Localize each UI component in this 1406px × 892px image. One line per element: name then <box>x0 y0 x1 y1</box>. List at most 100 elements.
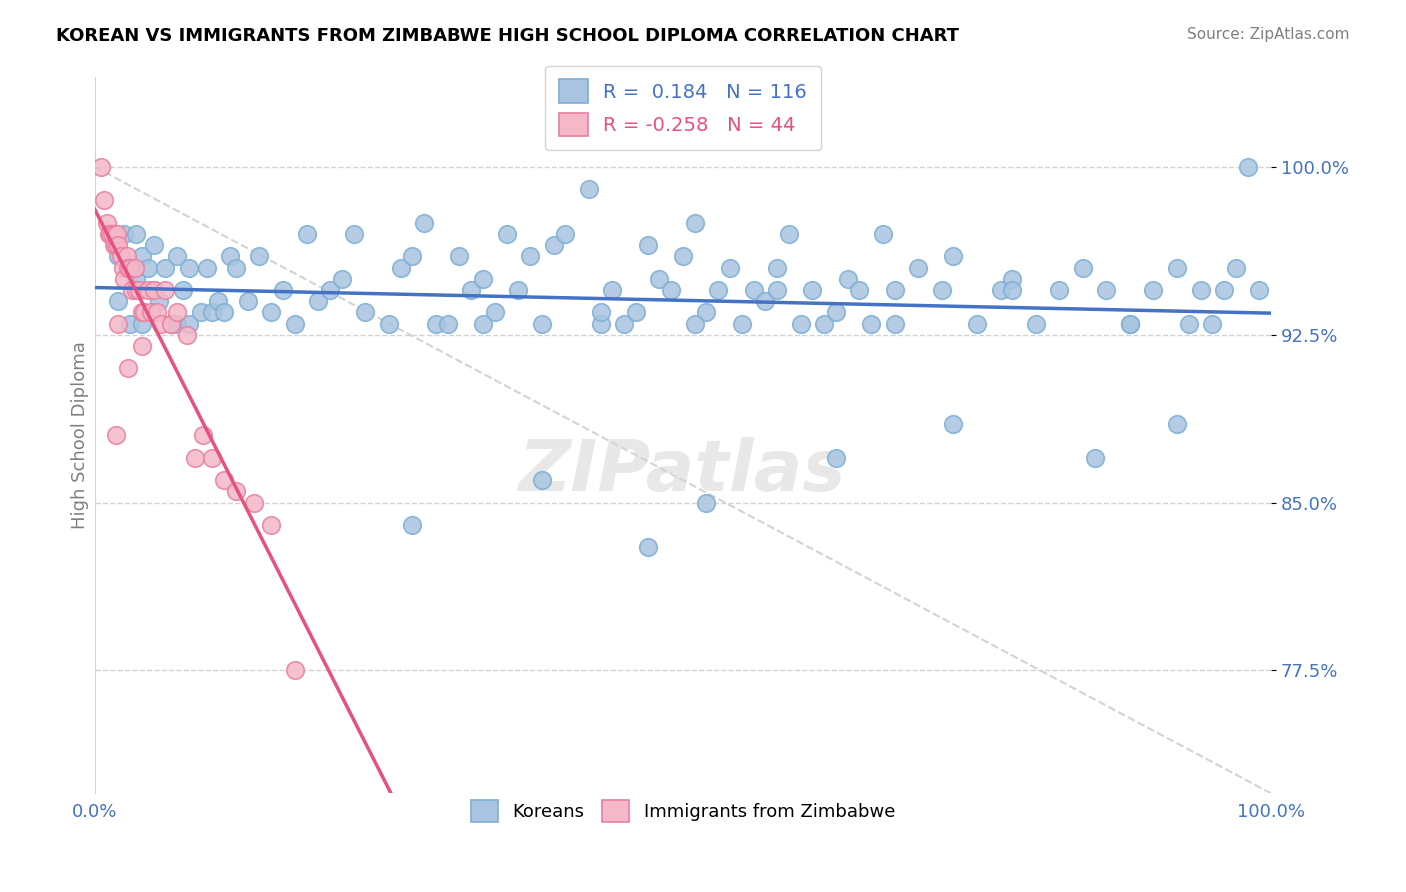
Point <box>766 260 789 275</box>
Point <box>1201 317 1223 331</box>
Point <box>115 249 138 263</box>
Point <box>149 317 172 331</box>
Point <box>460 283 482 297</box>
Y-axis label: High School Diploma: High School Diploma <box>72 342 89 529</box>
Point <box>166 317 188 331</box>
Point <box>201 450 224 465</box>
Point <box>260 305 283 319</box>
Point <box>155 260 177 275</box>
Point <box>401 249 423 263</box>
Point <box>104 238 127 252</box>
Point <box>295 227 318 241</box>
Point <box>136 260 159 275</box>
Point <box>1119 317 1142 331</box>
Point <box>148 294 170 309</box>
Point <box>530 473 553 487</box>
Point <box>543 238 565 252</box>
Point <box>101 227 124 241</box>
Point <box>190 305 212 319</box>
Point <box>718 260 741 275</box>
Point <box>659 283 682 297</box>
Point <box>695 495 717 509</box>
Point <box>271 283 294 297</box>
Point <box>142 283 165 297</box>
Point <box>105 227 128 241</box>
Point <box>1084 450 1107 465</box>
Point <box>589 305 612 319</box>
Point <box>883 317 905 331</box>
Point <box>1001 272 1024 286</box>
Point <box>236 294 259 309</box>
Point <box>98 227 121 241</box>
Point <box>389 260 412 275</box>
Point <box>107 249 129 263</box>
Point <box>801 283 824 297</box>
Point <box>166 305 188 319</box>
Point <box>107 294 129 309</box>
Text: KOREAN VS IMMIGRANTS FROM ZIMBABWE HIGH SCHOOL DIPLOMA CORRELATION CHART: KOREAN VS IMMIGRANTS FROM ZIMBABWE HIGH … <box>56 27 959 45</box>
Point <box>201 305 224 319</box>
Point <box>177 317 200 331</box>
Point <box>883 283 905 297</box>
Point <box>124 260 146 275</box>
Point <box>413 216 436 230</box>
Point <box>1095 283 1118 297</box>
Point <box>602 283 624 297</box>
Point <box>942 249 965 263</box>
Point <box>191 428 214 442</box>
Point <box>683 317 706 331</box>
Point <box>131 317 153 331</box>
Point <box>731 317 754 331</box>
Point <box>125 227 148 241</box>
Point <box>107 238 129 252</box>
Point <box>146 305 169 319</box>
Point <box>104 428 127 442</box>
Point <box>112 260 135 275</box>
Point <box>225 260 247 275</box>
Point <box>1119 317 1142 331</box>
Point <box>176 327 198 342</box>
Point <box>624 305 647 319</box>
Point <box>219 249 242 263</box>
Point <box>172 283 194 297</box>
Point <box>436 317 458 331</box>
Point <box>136 283 159 297</box>
Point <box>813 317 835 331</box>
Point <box>637 238 659 252</box>
Point <box>931 283 953 297</box>
Point <box>96 216 118 230</box>
Point <box>530 317 553 331</box>
Point <box>134 305 156 319</box>
Point <box>484 305 506 319</box>
Point <box>307 294 329 309</box>
Point <box>107 317 129 331</box>
Point <box>508 283 530 297</box>
Point <box>354 305 377 319</box>
Point <box>1047 283 1070 297</box>
Point <box>160 317 183 331</box>
Point <box>1025 317 1047 331</box>
Point <box>672 249 695 263</box>
Point <box>648 272 671 286</box>
Point <box>225 484 247 499</box>
Point <box>637 541 659 555</box>
Point <box>472 272 495 286</box>
Point <box>778 227 800 241</box>
Point <box>212 473 235 487</box>
Point <box>97 227 120 241</box>
Point <box>160 317 183 331</box>
Legend: Koreans, Immigrants from Zimbabwe: Koreans, Immigrants from Zimbabwe <box>458 787 908 834</box>
Point <box>872 227 894 241</box>
Point <box>342 227 364 241</box>
Point <box>1177 317 1199 331</box>
Point <box>112 227 135 241</box>
Point <box>837 272 859 286</box>
Point <box>117 260 139 275</box>
Point <box>284 317 307 331</box>
Point <box>120 260 142 275</box>
Point <box>184 450 207 465</box>
Point <box>1225 260 1247 275</box>
Point <box>942 417 965 432</box>
Point <box>330 272 353 286</box>
Point <box>519 249 541 263</box>
